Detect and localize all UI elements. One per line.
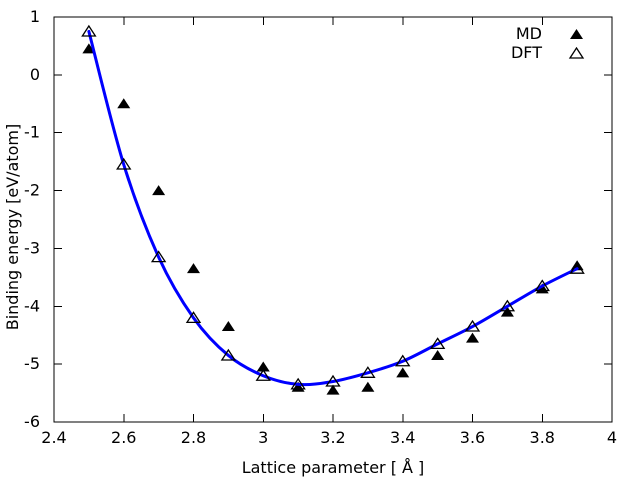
md-data-point xyxy=(152,185,166,196)
md-data-point xyxy=(117,98,131,109)
y-axis-title: Binding energy [eV/atom] xyxy=(3,123,22,331)
x-tick-label: 2.8 xyxy=(181,428,206,447)
triangle-filled-glyph xyxy=(570,28,583,39)
dft-fit-curve xyxy=(87,29,579,387)
dft-data-point xyxy=(429,337,446,350)
y-tick-label: -5 xyxy=(24,354,40,373)
y-tick-label: -4 xyxy=(24,296,40,315)
dft-data-point xyxy=(116,157,132,170)
md-data-point xyxy=(361,381,375,392)
legend: MD DFT xyxy=(511,24,585,62)
y-tick-label: 1 xyxy=(30,7,40,26)
dft-data-point xyxy=(220,348,237,361)
dft-data-point xyxy=(395,354,411,367)
md-data-point xyxy=(466,332,479,343)
y-tick-label: -3 xyxy=(24,238,40,257)
md-data-point xyxy=(82,43,96,54)
md-data-point xyxy=(396,367,410,378)
dft-data-point xyxy=(360,366,376,378)
plot-border xyxy=(53,16,613,423)
md-series xyxy=(82,43,584,395)
legend-label-md: MD xyxy=(515,24,542,43)
md-data-point xyxy=(187,263,200,274)
md-data-point xyxy=(431,349,445,360)
dft-data-point xyxy=(499,299,516,312)
dft-series xyxy=(81,24,585,390)
y-tick-label: -6 xyxy=(24,412,40,431)
md-data-point xyxy=(326,384,340,395)
dft-data-point xyxy=(534,279,550,292)
dft-data-point xyxy=(290,377,306,390)
filled-triangle-icon xyxy=(570,28,583,39)
dft-data-point xyxy=(464,319,481,332)
y-tick-label: -2 xyxy=(24,181,40,200)
x-tick-label: 2.4 xyxy=(41,428,66,447)
legend-entry-md: MD xyxy=(511,24,585,43)
x-tick-label: 3.4 xyxy=(390,428,415,447)
md-data-point xyxy=(256,361,270,372)
md-data-point xyxy=(500,306,514,317)
x-axis-title: Lattice parameter [ Å ] xyxy=(241,458,425,477)
dft-data-point xyxy=(325,374,341,387)
dft-data-point xyxy=(255,369,271,381)
triangle-open-glyph xyxy=(568,46,585,59)
legend-label-dft: DFT xyxy=(510,43,542,62)
x-tick-label: 3.6 xyxy=(460,428,485,447)
dft-data-point xyxy=(185,311,202,324)
md-data-point xyxy=(221,321,235,332)
x-tick-label: 3 xyxy=(258,428,268,447)
x-tick-label: 4 xyxy=(607,428,617,447)
dft-data-point xyxy=(569,261,585,274)
dft-data-point xyxy=(81,24,97,37)
open-triangle-icon xyxy=(568,46,585,59)
x-tick-label: 3.8 xyxy=(530,428,555,447)
y-tick-label: 0 xyxy=(30,65,40,84)
y-tick-label: -1 xyxy=(24,123,40,142)
dft-data-point xyxy=(150,250,167,263)
x-tick-label: 2.6 xyxy=(111,428,136,447)
x-tick-label: 3.2 xyxy=(320,428,345,447)
legend-entry-dft: DFT xyxy=(511,43,585,62)
